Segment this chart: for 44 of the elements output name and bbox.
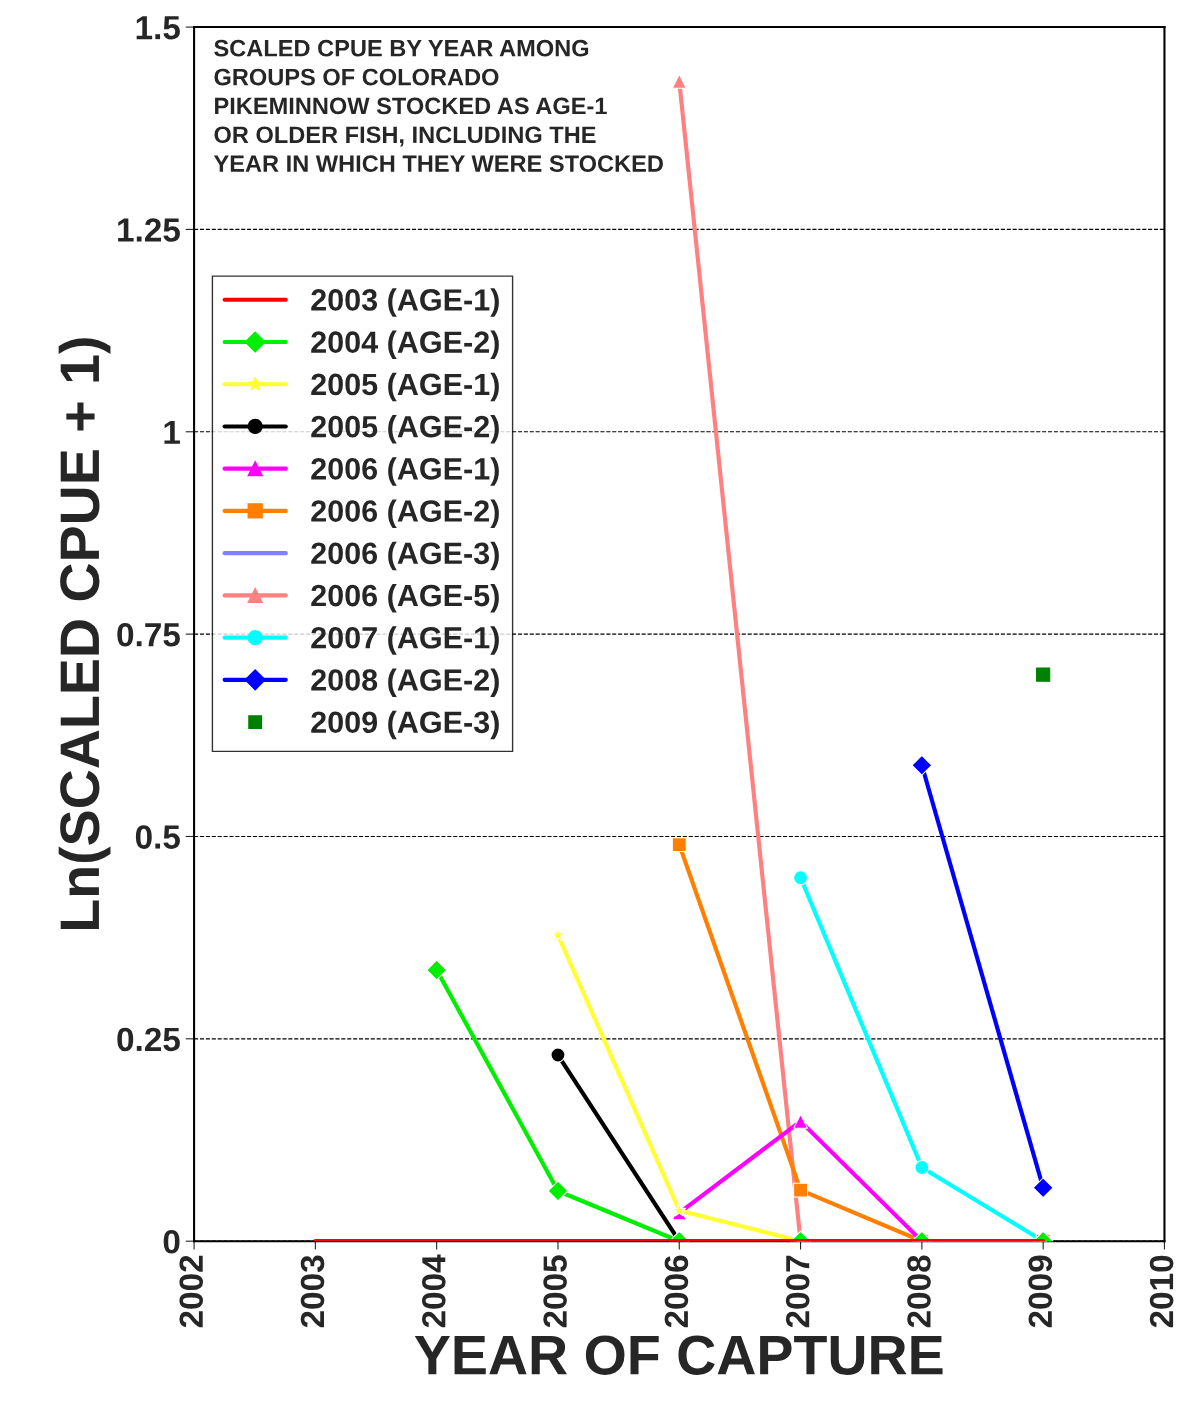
point [426, 959, 448, 981]
point [793, 1113, 809, 1129]
legend-label: 2006 (AGE-1) [311, 457, 499, 486]
point [911, 754, 933, 776]
legend-label: 2008 (AGE-2) [311, 668, 499, 697]
y-tick-label: 0.25 [117, 1027, 180, 1052]
point [793, 1182, 809, 1198]
legend-label: 2005 (AGE-2) [311, 415, 499, 444]
y-tick-label: 0.75 [117, 622, 180, 647]
point [793, 870, 809, 886]
point [550, 1047, 566, 1063]
point [671, 837, 687, 853]
text: SCALED CPUE BY YEAR AMONG GROUPS OF COLORADO PIKEMINNOW STOCKED AS AGE-1 OR OLDER FISH, INCLUDING THE YEAR IN WHICH THEY WERE STOCKED [213, 39, 663, 172]
y-axis-title: Ln(SCALED CPUE + 1) [58, 338, 111, 930]
legend-label: 2007 (AGE-1) [311, 626, 499, 655]
legend-label: 2003 (AGE-1) [311, 288, 499, 317]
legend-label: 2005 (AGE-1) [311, 372, 499, 402]
y-tick-label: 1.5 [136, 16, 180, 40]
x-tick-label: 2004 [422, 1254, 446, 1328]
point [671, 73, 687, 89]
x-tick-label: 2002 [179, 1255, 204, 1328]
y-tick-label: 1 [164, 420, 180, 444]
legend-label: 2006 (AGE-2) [311, 499, 499, 528]
legend-label: 2006 (AGE-5) [311, 583, 499, 613]
point [672, 1202, 687, 1217]
x-axis-title: YEAR OF CAPTURE [414, 1335, 943, 1375]
x-tick-label: 2008 [907, 1255, 931, 1328]
x-tick-label: 2007 [785, 1255, 810, 1328]
point [550, 927, 566, 942]
x-tick-label: 2006 [664, 1255, 689, 1328]
x-tick-label: 2005 [543, 1255, 567, 1328]
x-tick-label: 2009 [1028, 1255, 1053, 1328]
x-tick-label: 2010 [1149, 1255, 1174, 1328]
point [1036, 667, 1051, 682]
x-tick-label: 2003 [300, 1255, 325, 1328]
point [914, 1160, 930, 1175]
legend-label: 2004 (AGE-2) [311, 330, 499, 360]
point [1032, 1177, 1054, 1199]
y-tick-label: 0 [163, 1229, 180, 1254]
legend-label: 2009 (AGE-3) [311, 710, 499, 740]
y-tick-label: 1.25 [118, 218, 180, 242]
y-tick-label: 0.5 [135, 825, 180, 849]
legend-label: 2006 (AGE-3) [311, 541, 499, 571]
point [547, 1180, 569, 1202]
